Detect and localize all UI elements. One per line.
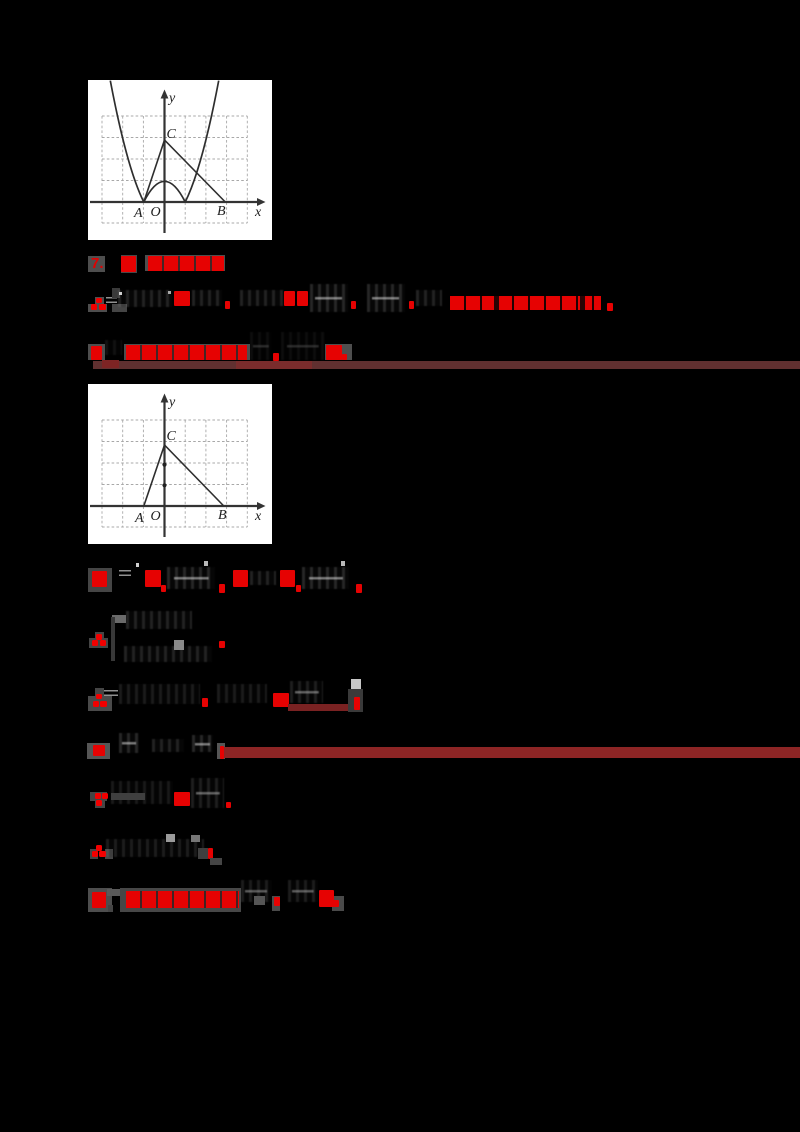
- svg-text:A: A: [134, 511, 144, 526]
- svg-text:B: B: [217, 204, 226, 219]
- svg-text:y: y: [167, 395, 176, 410]
- svg-text:x: x: [254, 509, 262, 524]
- svg-text:C: C: [167, 127, 177, 142]
- svg-text:C: C: [167, 429, 177, 444]
- svg-text:x: x: [254, 205, 262, 220]
- svg-text:A: A: [133, 206, 143, 221]
- svg-text:O: O: [151, 205, 161, 220]
- svg-text:y: y: [167, 91, 176, 106]
- svg-text:O: O: [151, 509, 161, 524]
- svg-text:B: B: [218, 508, 227, 523]
